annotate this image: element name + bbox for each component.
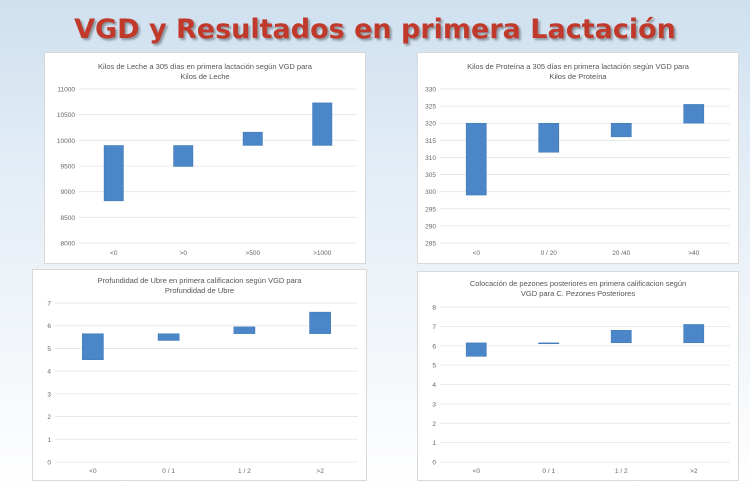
x-tick-label: <0: [473, 250, 481, 257]
x-tick-label: 20 /40: [612, 250, 630, 257]
bar-3: [309, 311, 331, 334]
x-tick-label: >2: [690, 468, 698, 475]
y-tick-label: 8500: [61, 215, 76, 222]
y-tick-label: 7: [432, 324, 436, 331]
y-tick-label: 8: [432, 305, 436, 312]
y-tick-label: 2: [432, 421, 436, 428]
bar-3: [683, 324, 705, 344]
y-tick-label: 285: [425, 241, 436, 248]
y-tick-label: 9500: [61, 164, 76, 171]
chart-svg-udder-depth: 0 1 2 3 4 5 6 7 <0 0 / 1 1 / 2 >2: [47, 301, 358, 475]
y-tick-label: 11000: [57, 87, 75, 94]
chart-svg-milk: 8000 8500 9000 9500 10000 10500 11000 <0 >0 >500 >…: [57, 87, 357, 257]
x-tick-label: >500: [245, 250, 260, 257]
x-tick-label: <0: [473, 468, 481, 475]
chart-svg-protein: 285 290 295 300 305 310 315 320 325 330 <0 0 / 20 20…: [425, 87, 730, 257]
y-tick-label: 325: [425, 104, 436, 111]
y-tick-label: 3: [432, 401, 436, 408]
bar-1: [538, 123, 560, 153]
x-tick-label: 1 / 2: [615, 468, 628, 475]
y-tick-label: 4: [47, 369, 51, 376]
x-tick-label: <0: [110, 250, 118, 257]
chart-title-udder-depth: Profundidad de Ubre en primera calificac…: [33, 276, 366, 296]
y-tick-label: 6: [47, 323, 51, 330]
y-tick-label: 4: [432, 382, 436, 389]
chart-svg-teat-placement: 0 1 2 3 4 5 6 7 8 <0 0 / 1 1 / 2 >2: [432, 305, 730, 475]
bar-1: [157, 333, 180, 341]
y-tick-label: 9000: [61, 189, 76, 196]
chart-title-milk-line1: Kilos de Leche a 305 días en primera lac…: [98, 62, 312, 71]
y-tick-label: 310: [425, 155, 436, 162]
chart-title-teat-placement-line1: Colocación de pezones posteriores en pri…: [469, 279, 687, 288]
bar-0: [465, 123, 487, 196]
chart-title-protein: Kilos de Proteína a 305 días en primera …: [418, 62, 738, 82]
y-tick-label: 300: [425, 189, 436, 196]
y-tick-label: 1: [432, 440, 436, 447]
x-tick-label: 0 / 20: [541, 250, 558, 257]
chart-title-milk-line2: Kilos de Leche: [180, 72, 230, 81]
y-tick-label: 5: [47, 346, 51, 353]
chart-title-protein-line2: Kilos de Proteína: [549, 72, 607, 81]
y-tick-label: 320: [425, 121, 436, 128]
y-tick-label: 8000: [61, 241, 76, 248]
bar-1: [538, 342, 560, 345]
bar-0: [103, 145, 124, 202]
chart-panel-protein: Kilos de Proteína a 305 días en primera …: [418, 53, 738, 263]
y-tick-label: 2: [47, 414, 51, 421]
y-tick-label: 330: [425, 87, 436, 94]
bar-3: [312, 102, 333, 146]
chart-title-protein-line1: Kilos de Proteína a 305 días en primera …: [467, 62, 689, 71]
chart-panel-teat-placement: Colocación de pezones posteriores en pri…: [418, 272, 738, 480]
x-tick-label: >1000: [313, 250, 332, 257]
y-tick-label: 7: [47, 301, 51, 308]
x-tick-label: >40: [688, 250, 699, 257]
x-tick-label: 0 / 1: [162, 468, 175, 475]
y-tick-label: 315: [425, 138, 436, 145]
bar-3: [683, 104, 705, 124]
x-tick-label: >2: [316, 468, 324, 475]
y-tick-label: 0: [47, 460, 51, 467]
chart-title-udder-depth-line2: Profundidad de Ubre: [164, 286, 235, 295]
chart-title-udder-depth-line1: Profundidad de Ubre en primera calificac…: [97, 276, 302, 285]
chart-title-teat-placement-line2: VGD para C. Pezones Posteriores: [520, 289, 636, 298]
chart-title-milk: Kilos de Leche a 305 días en primera lac…: [45, 62, 365, 82]
y-tick-label: 295: [425, 206, 436, 213]
bar-2: [610, 123, 632, 138]
x-tick-label: >0: [180, 250, 188, 257]
y-tick-label: 10500: [57, 112, 75, 119]
x-tick-label: 0 / 1: [542, 468, 555, 475]
chart-panel-udder-depth: Profundidad de Ubre en primera calificac…: [33, 270, 366, 480]
y-tick-label: 3: [47, 391, 51, 398]
bar-0: [465, 342, 487, 357]
y-tick-label: 1: [47, 437, 51, 444]
x-tick-label: <0: [89, 468, 97, 475]
bar-2: [610, 330, 632, 344]
x-tick-label: 1 / 2: [238, 468, 251, 475]
y-tick-label: 6: [432, 343, 436, 350]
chart-title-teat-placement: Colocación de pezones posteriores en pri…: [418, 279, 738, 299]
bar-2: [233, 326, 256, 334]
bar-2: [242, 131, 263, 146]
y-tick-label: 10000: [57, 138, 75, 145]
bar-0: [82, 333, 104, 360]
slide-title: VGD y Resultados en primera Lactación: [74, 14, 676, 45]
y-tick-label: 5: [432, 363, 436, 370]
chart-panel-milk: Kilos de Leche a 305 días en primera lac…: [45, 53, 365, 263]
y-tick-label: 290: [425, 223, 436, 230]
y-tick-label: 305: [425, 172, 436, 179]
y-tick-label: 0: [432, 460, 436, 467]
bar-1: [173, 145, 194, 167]
